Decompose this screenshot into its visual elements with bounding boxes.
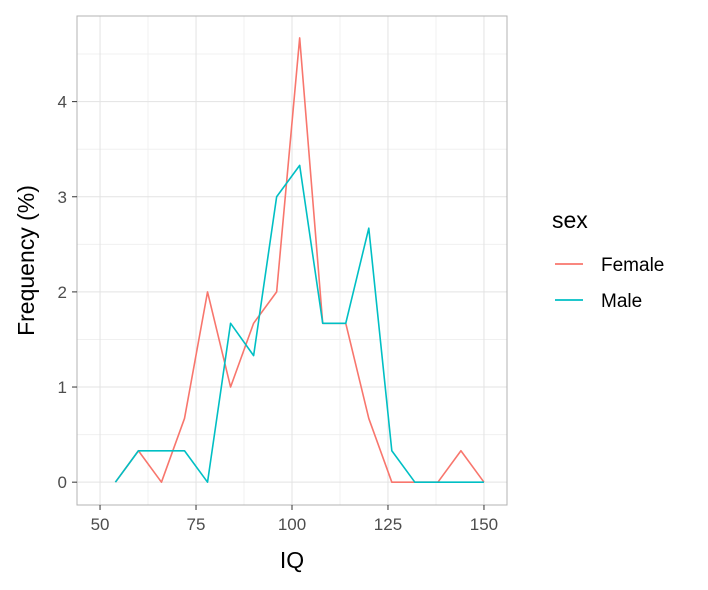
legend-label-male: Male bbox=[601, 291, 642, 312]
major-gridlines bbox=[77, 16, 507, 505]
series-lines bbox=[114, 37, 485, 483]
legend-title: sex bbox=[552, 207, 588, 233]
x-tick-label: 75 bbox=[187, 515, 206, 534]
x-tick-label: 50 bbox=[91, 515, 110, 534]
y-tick-label: 0 bbox=[58, 473, 67, 492]
x-tick-label: 125 bbox=[374, 515, 402, 534]
x-axis-ticks: 50 75 100 125 150 bbox=[91, 505, 498, 534]
x-axis-title: IQ bbox=[280, 547, 304, 573]
legend-label-female: Female bbox=[601, 255, 664, 276]
legend: sex Female Male bbox=[552, 207, 664, 312]
y-tick-label: 1 bbox=[58, 378, 67, 397]
y-axis-title: Frequency (%) bbox=[13, 185, 39, 336]
y-tick-label: 2 bbox=[58, 283, 67, 302]
x-tick-label: 100 bbox=[278, 515, 306, 534]
y-tick-label: 3 bbox=[58, 188, 67, 207]
x-tick-label: 150 bbox=[470, 515, 498, 534]
series-line-male bbox=[114, 164, 484, 483]
y-tick-label: 4 bbox=[58, 93, 67, 112]
y-axis-ticks: 0 1 2 3 4 bbox=[58, 93, 77, 492]
